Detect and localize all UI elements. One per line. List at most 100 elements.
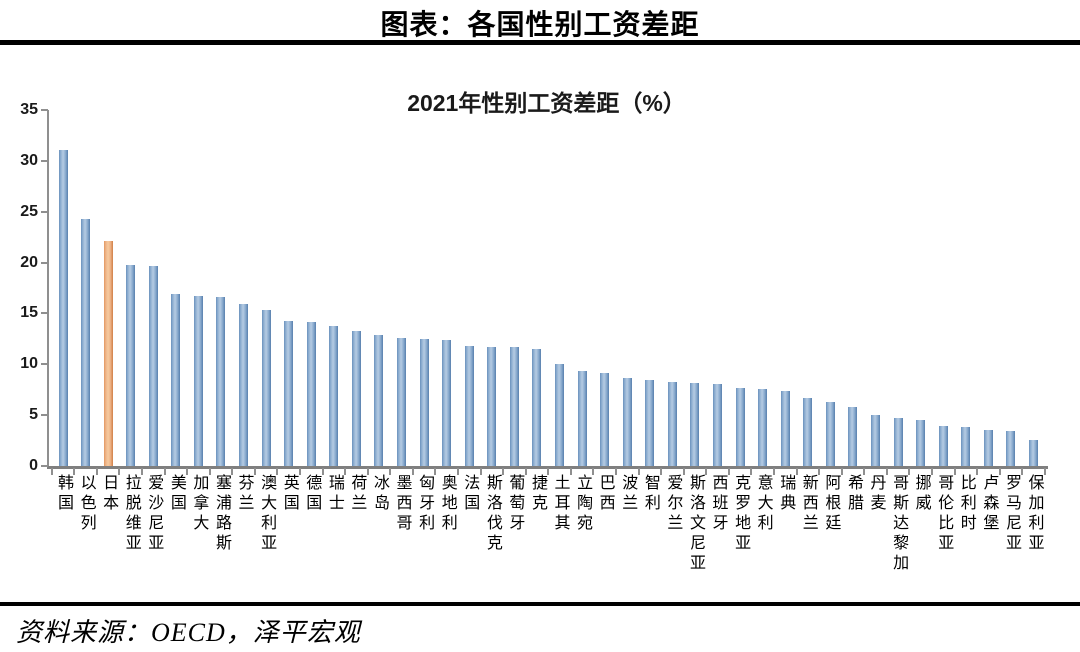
x-axis-tick: [208, 468, 211, 475]
x-axis-tick: [276, 468, 279, 475]
x-axis-tick: [321, 468, 324, 475]
bar: [803, 397, 813, 466]
y-axis-tick: [41, 159, 48, 162]
bar: [758, 388, 768, 466]
x-axis-category-label: 立陶宛: [574, 474, 592, 534]
x-axis-tick: [863, 468, 866, 475]
bar: [509, 346, 519, 466]
x-axis-tick: [998, 468, 1001, 475]
x-axis-category-label: 波兰: [619, 474, 637, 514]
bar: [961, 427, 971, 466]
bar: [397, 337, 407, 466]
y-axis-tick-label: 15: [20, 304, 38, 322]
bar: [374, 334, 384, 466]
x-axis-category-label: 澳大利亚: [258, 474, 276, 554]
bar: [916, 420, 926, 466]
x-axis-tick: [502, 468, 505, 475]
x-axis-tick: [73, 468, 76, 475]
x-axis-tick: [885, 468, 888, 475]
bar-highlight-japan: [103, 241, 113, 466]
bar: [351, 330, 361, 466]
x-axis-tick: [547, 468, 550, 475]
x-axis-tick: [750, 468, 753, 475]
x-axis-category-label: 意大利: [754, 474, 772, 534]
x-axis-category-label: 卢森堡: [980, 474, 998, 534]
x-axis-category-label: 芬兰: [235, 474, 253, 514]
y-axis-tick: [41, 261, 48, 264]
x-axis-tick: [344, 468, 347, 475]
bottom-divider: [0, 602, 1080, 606]
bar: [555, 364, 565, 466]
x-axis-tick: [976, 468, 979, 475]
x-axis-category-label: 斯洛伐克: [483, 474, 501, 554]
x-axis-category-label: 葡萄牙: [506, 474, 524, 534]
x-axis-category-label: 法国: [461, 474, 479, 514]
x-axis-category-label: 哥斯达黎加: [890, 474, 908, 574]
x-axis-category-label: 奥地利: [438, 474, 456, 534]
x-axis-tick: [1043, 468, 1046, 475]
bar: [735, 387, 745, 466]
x-axis-tick: [118, 468, 121, 475]
x-axis-tick: [569, 468, 572, 475]
bar: [622, 377, 632, 466]
x-axis-category-label: 瑞典: [777, 474, 795, 514]
x-axis-category-label: 塞浦路斯: [212, 474, 230, 554]
x-axis-tick: [434, 468, 437, 475]
x-axis-tick: [389, 468, 392, 475]
y-axis-tick: [41, 465, 48, 467]
x-axis-category-label: 巴西: [596, 474, 614, 514]
bar: [306, 321, 316, 466]
bar: [577, 371, 587, 466]
x-axis-category-label: 保加利亚: [1025, 474, 1043, 554]
x-axis-tick: [95, 468, 98, 475]
x-axis-tick: [637, 468, 640, 475]
x-axis-category-label: 韩国: [55, 474, 72, 514]
x-axis-category-label: 以色列: [77, 474, 95, 534]
bar: [464, 345, 474, 466]
x-axis-tick: [231, 468, 234, 475]
x-axis-category-label: 西班牙: [709, 474, 727, 534]
x-axis-tick: [163, 468, 166, 475]
x-axis-category-label: 斯洛文尼亚: [686, 474, 704, 574]
x-axis-category-label: 爱沙尼亚: [145, 474, 163, 554]
x-axis-category-label: 墨西哥: [393, 474, 411, 534]
x-axis-tick: [727, 468, 730, 475]
x-axis-category-label: 荷兰: [348, 474, 366, 514]
top-divider: [0, 40, 1080, 45]
bar: [329, 325, 339, 466]
bar: [216, 297, 226, 466]
y-axis-tick-label: 20: [20, 253, 38, 271]
source-attribution: 资料来源：OECD，泽平宏观: [16, 618, 361, 647]
x-axis-tick: [50, 468, 53, 475]
y-axis-tick: [41, 363, 48, 366]
x-axis-category-label: 新西兰: [799, 474, 817, 534]
x-axis-tick: [772, 468, 775, 475]
x-axis-tick: [253, 468, 256, 475]
bar: [1006, 431, 1016, 466]
bar: [848, 407, 858, 466]
bar: [487, 346, 497, 466]
x-axis-category-label: 日本: [100, 474, 118, 514]
x-axis-tick: [660, 468, 663, 475]
x-axis-category-label: 匈牙利: [416, 474, 434, 534]
y-axis-tick-label: 30: [20, 151, 38, 169]
bar: [126, 264, 136, 466]
x-axis-tick: [953, 468, 956, 475]
x-axis-tick: [930, 468, 933, 475]
bar: [780, 390, 790, 466]
x-axis-category-label: 拉脱维亚: [122, 474, 140, 554]
bar: [284, 320, 294, 466]
x-axis-tick: [908, 468, 911, 475]
x-axis-category-label: 捷克: [528, 474, 546, 514]
x-axis-category-label: 冰岛: [370, 474, 388, 514]
x-axis-tick: [411, 468, 414, 475]
y-axis-line: [47, 110, 49, 468]
bar: [893, 418, 903, 466]
bar: [713, 383, 723, 466]
bar: [419, 338, 429, 466]
bar: [1029, 439, 1038, 466]
x-axis-category-label: 美国: [167, 474, 185, 514]
bar: [58, 149, 68, 466]
y-axis-tick: [41, 312, 48, 315]
